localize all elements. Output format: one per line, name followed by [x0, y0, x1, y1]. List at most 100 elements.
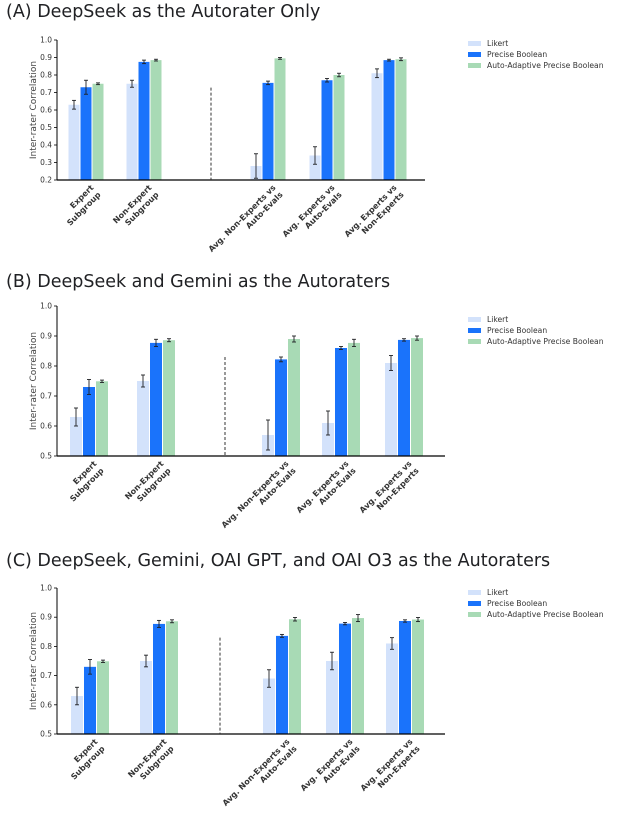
legend-swatch: [468, 40, 481, 47]
legend-label: Precise Boolean: [487, 50, 548, 59]
y-tick-label: 0.5: [40, 123, 52, 132]
y-tick-label: 0.7: [40, 392, 52, 401]
y-tick-label: 0.4: [40, 141, 52, 150]
legend-item-precise-boolean: Precise Boolean: [468, 49, 604, 60]
legend-item-likert: Likert: [468, 38, 604, 49]
bar-auto-adaptive-precise-boolean: [97, 661, 109, 734]
legend-label: Precise Boolean: [487, 326, 548, 335]
bar-precise-boolean: [153, 623, 165, 734]
y-tick-label: 1.0: [40, 584, 52, 593]
y-axis-label: Inter-rater Correlation: [29, 612, 39, 710]
bar-likert: [71, 696, 83, 734]
panel-a: (A) DeepSeek as the Autorater Only Liker…: [0, 0, 634, 270]
bar-precise-boolean: [335, 348, 347, 456]
legend-item-auto-adaptive: Auto-Adaptive Precise Boolean: [468, 60, 604, 71]
legend: Likert Precise Boolean Auto-Adaptive Pre…: [468, 314, 604, 347]
legend-item-auto-adaptive: Auto-Adaptive Precise Boolean: [468, 336, 604, 347]
x-tick-label-line: Avg. Non-Experts vs: [220, 459, 291, 530]
y-tick-label: 0.5: [40, 730, 52, 739]
bar-precise-boolean: [339, 623, 351, 734]
y-tick-label: 0.7: [40, 88, 52, 97]
y-tick-label: 0.6: [40, 106, 52, 115]
bar-auto-adaptive-precise-boolean: [163, 340, 175, 456]
x-tick-label-line: Avg. Non-Experts vs: [207, 183, 278, 254]
bar-likert: [386, 643, 398, 734]
legend-swatch: [468, 51, 481, 58]
bar-precise-boolean: [383, 60, 395, 180]
panel-title: (A) DeepSeek as the Autorater Only: [6, 2, 321, 22]
bar-likert: [263, 678, 275, 734]
bar-precise-boolean: [138, 61, 150, 180]
legend-item-precise-boolean: Precise Boolean: [468, 598, 604, 609]
bar-auto-adaptive-precise-boolean: [333, 75, 345, 180]
legend: Likert Precise Boolean Auto-Adaptive Pre…: [468, 38, 604, 71]
x-tick-label-line: Avg. Non-Experts vs: [221, 737, 292, 808]
bar-auto-adaptive-precise-boolean: [352, 618, 364, 734]
bar-likert: [309, 155, 321, 180]
bar-likert: [326, 661, 338, 734]
legend-swatch: [468, 316, 481, 323]
legend-item-precise-boolean: Precise Boolean: [468, 325, 604, 336]
y-tick-label: 0.9: [40, 332, 52, 341]
legend-label: Auto-Adaptive Precise Boolean: [487, 610, 604, 619]
legend-label: Likert: [487, 588, 509, 597]
bar-likert: [70, 417, 82, 456]
y-axis-label: Inter-rater Correlation: [29, 61, 39, 159]
legend-label: Likert: [487, 315, 509, 324]
y-tick-label: 0.8: [40, 71, 52, 80]
panel-b: (B) DeepSeek and Gemini as the Autorater…: [0, 270, 634, 545]
bar-likert: [322, 423, 334, 456]
legend-item-likert: Likert: [468, 314, 604, 325]
y-tick-label: 0.6: [40, 422, 52, 431]
bar-precise-boolean: [150, 342, 162, 456]
legend-swatch: [468, 600, 481, 607]
bar-precise-boolean: [399, 620, 411, 734]
y-tick-label: 0.6: [40, 700, 52, 709]
bar-auto-adaptive-precise-boolean: [150, 60, 162, 180]
bar-auto-adaptive-precise-boolean: [96, 381, 108, 456]
y-tick-label: 0.8: [40, 642, 52, 651]
legend-item-auto-adaptive: Auto-Adaptive Precise Boolean: [468, 609, 604, 620]
bar-likert: [371, 73, 383, 180]
y-tick-label: 0.8: [40, 362, 52, 371]
legend-item-likert: Likert: [468, 587, 604, 598]
y-tick-label: 1.0: [40, 302, 52, 311]
bar-likert: [68, 104, 80, 180]
bar-chart-a: 0.2 0.3 0.4 0.5 0.6 0.7 0.8 0.9 1.0 Inter-rater C…: [29, 36, 425, 254]
bar-precise-boolean: [83, 387, 95, 456]
bar-auto-adaptive-precise-boolean: [412, 619, 424, 734]
bar-auto-adaptive-precise-boolean: [395, 59, 407, 180]
bar-likert: [126, 83, 138, 180]
bar-precise-boolean: [80, 87, 92, 180]
legend-swatch: [468, 327, 481, 334]
legend-label: Auto-Adaptive Precise Boolean: [487, 61, 604, 70]
panel-c: (C) DeepSeek, Gemini, OAI GPT, and OAI O…: [0, 545, 634, 821]
legend-swatch: [468, 589, 481, 596]
legend-swatch: [468, 62, 481, 69]
bar-precise-boolean: [84, 666, 96, 734]
bar-auto-adaptive-precise-boolean: [411, 338, 423, 456]
bar-likert: [140, 661, 152, 734]
bar-precise-boolean: [321, 80, 333, 180]
legend-swatch: [468, 338, 481, 345]
bar-auto-adaptive-precise-boolean: [348, 342, 360, 456]
legend: Likert Precise Boolean Auto-Adaptive Pre…: [468, 587, 604, 620]
y-tick-label: 1.0: [40, 36, 52, 45]
bar-likert: [385, 363, 397, 456]
y-tick-label: 0.9: [40, 613, 52, 622]
y-tick-label: 0.9: [40, 53, 52, 62]
bar-precise-boolean: [262, 82, 274, 180]
legend-label: Precise Boolean: [487, 599, 548, 608]
